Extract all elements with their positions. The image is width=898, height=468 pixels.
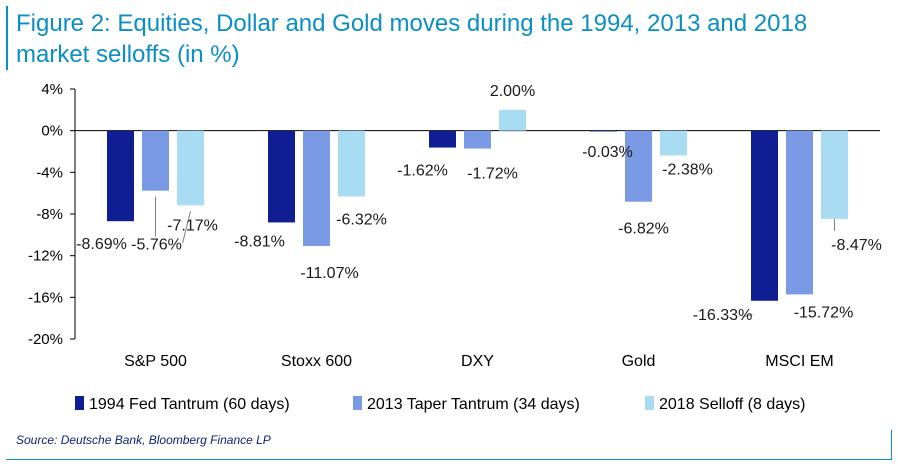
title-accent-bar bbox=[6, 6, 8, 70]
legend-swatch bbox=[353, 396, 362, 410]
leader-line bbox=[182, 211, 191, 244]
bar bbox=[142, 130, 169, 191]
legend: 1994 Fed Tantrum (60 days) 2013 Taper Tan… bbox=[75, 396, 805, 413]
bar bbox=[338, 130, 365, 197]
legend-swatch bbox=[75, 396, 84, 410]
category-label: Stoxx 600 bbox=[281, 353, 352, 370]
category-label: MSCI EM bbox=[765, 353, 833, 370]
legend-label: 2018 Selloff (8 days) bbox=[659, 396, 805, 413]
data-label: -8.81% bbox=[234, 233, 285, 250]
data-label: -15.72% bbox=[794, 304, 854, 321]
data-label: -11.07% bbox=[300, 265, 358, 282]
bar bbox=[660, 130, 687, 156]
legend-label: 2013 Taper Tantrum (34 days) bbox=[367, 396, 580, 413]
category-label: Gold bbox=[622, 353, 656, 370]
frame-bottom-edge bbox=[6, 459, 892, 460]
y-tick-label: 0% bbox=[41, 123, 63, 140]
data-label: -6.32% bbox=[336, 212, 387, 229]
bar bbox=[268, 130, 295, 223]
frame-right-edge bbox=[891, 430, 892, 460]
data-label: -5.76% bbox=[131, 237, 182, 254]
category-labels: S&P 500 Stoxx 600 DXY Gold MSCI EM bbox=[124, 353, 834, 370]
leader-line bbox=[742, 314, 753, 318]
bar bbox=[303, 130, 330, 246]
category-label: DXY bbox=[461, 353, 494, 370]
y-tick-label: -12% bbox=[28, 248, 63, 265]
data-label: 2.00% bbox=[490, 83, 535, 100]
bar bbox=[625, 130, 652, 202]
bar bbox=[107, 130, 134, 222]
bar bbox=[429, 130, 456, 148]
bar bbox=[751, 130, 778, 301]
bar bbox=[499, 109, 526, 131]
category-label: S&P 500 bbox=[124, 353, 187, 370]
data-label: -1.62% bbox=[397, 163, 448, 180]
data-label: -16.33% bbox=[693, 307, 753, 324]
data-label: -6.82% bbox=[618, 221, 669, 238]
bar bbox=[786, 130, 813, 295]
data-label: -8.47% bbox=[831, 237, 882, 254]
legend-label: 1994 Fed Tantrum (60 days) bbox=[89, 396, 290, 413]
data-label: -8.69% bbox=[76, 236, 127, 253]
data-label: -2.38% bbox=[662, 161, 713, 178]
data-labels: -8.69% -5.76% -7.17% -8.81% -11.07% -6.32% -1.… bbox=[76, 83, 882, 324]
source-note: Source: Deutsche Bank, Bloomberg Finance… bbox=[16, 433, 271, 447]
data-label: -0.03% bbox=[582, 144, 633, 161]
bar bbox=[177, 130, 204, 206]
y-tick-label: -20% bbox=[28, 331, 63, 348]
y-tick-label: -4% bbox=[36, 164, 63, 181]
bar-chart: 4% 0% -4% -8% -12% -16% -20% -8.69% -5.76% -7.17… bbox=[28, 81, 882, 413]
y-tick-label: -8% bbox=[36, 206, 63, 223]
bars bbox=[107, 109, 848, 301]
bar bbox=[590, 130, 617, 132]
bar bbox=[464, 130, 491, 149]
legend-swatch bbox=[645, 396, 654, 410]
chart-title: Figure 2: Equities, Dollar and Gold move… bbox=[16, 10, 808, 68]
data-label: -7.17% bbox=[167, 217, 218, 234]
data-label: -1.72% bbox=[467, 166, 518, 183]
y-tick-label: 4% bbox=[41, 81, 63, 98]
y-tick-label: -16% bbox=[28, 289, 63, 306]
bar bbox=[821, 130, 848, 219]
